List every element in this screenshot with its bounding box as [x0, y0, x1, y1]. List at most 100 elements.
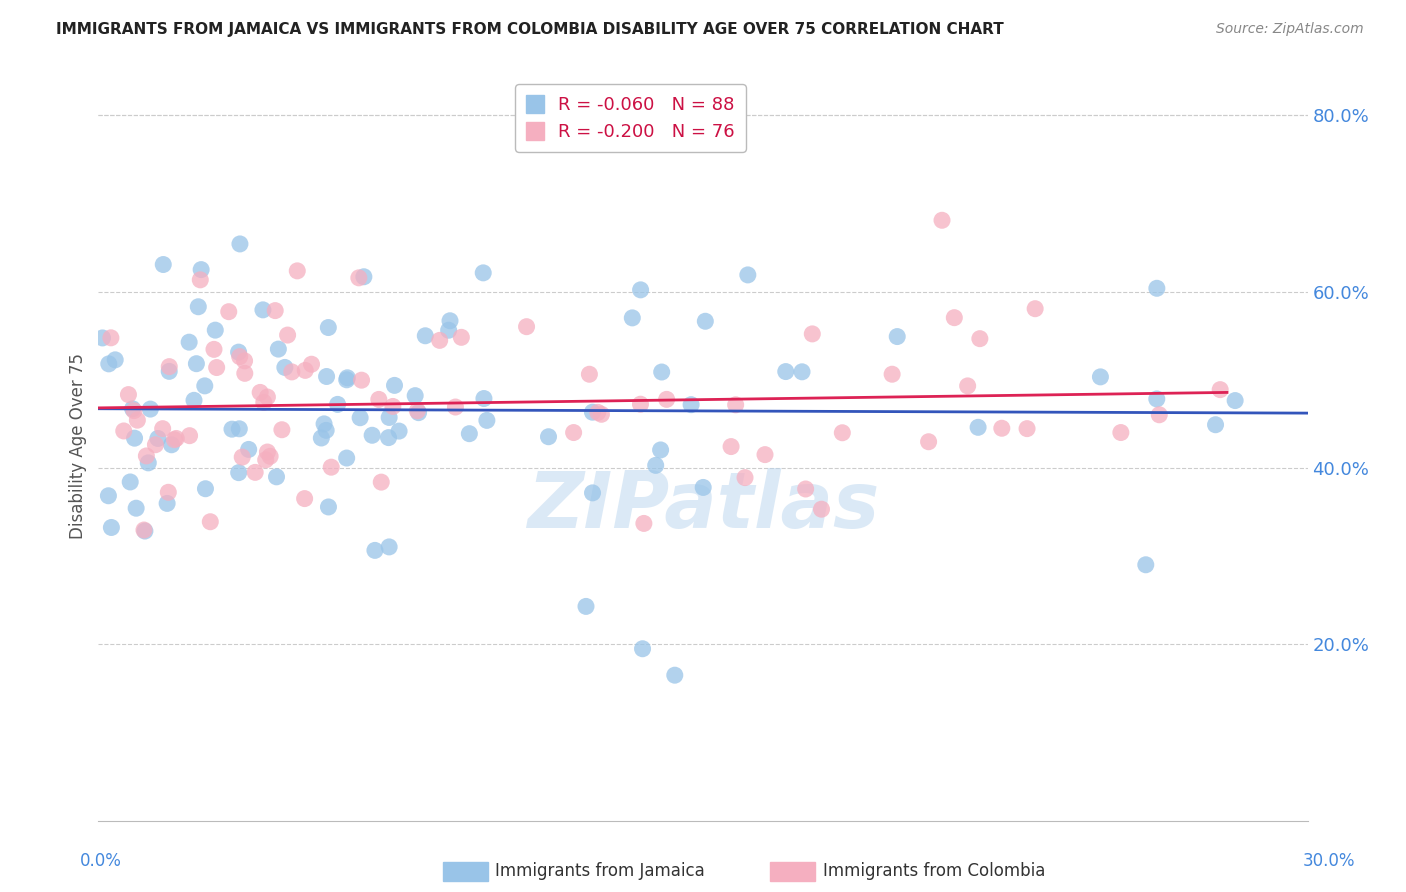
- Point: [644, 458, 666, 473]
- Point: [350, 373, 373, 387]
- Point: [157, 485, 180, 500]
- Point: [734, 470, 756, 484]
- Point: [1090, 370, 1112, 384]
- Point: [336, 371, 359, 385]
- Point: [633, 516, 655, 531]
- Point: [152, 258, 174, 272]
- Point: [243, 466, 266, 480]
- Point: [450, 330, 472, 344]
- Point: [413, 328, 436, 343]
- Point: [146, 432, 169, 446]
- Point: [157, 364, 180, 378]
- Point: [370, 475, 392, 490]
- Point: [100, 520, 122, 534]
- Point: [917, 434, 939, 449]
- Point: [381, 400, 404, 414]
- Point: [367, 392, 389, 407]
- Point: [429, 334, 451, 348]
- Point: [475, 413, 498, 427]
- Point: [228, 422, 250, 436]
- Point: [591, 407, 613, 421]
- Point: [406, 404, 429, 418]
- Point: [249, 385, 271, 400]
- Point: [252, 302, 274, 317]
- Point: [692, 480, 714, 494]
- Legend: R = -0.060   N = 88, R = -0.200   N = 76: R = -0.060 N = 88, R = -0.200 N = 76: [515, 84, 745, 152]
- Point: [472, 266, 495, 280]
- Point: [204, 323, 226, 337]
- Point: [311, 431, 333, 445]
- Point: [664, 668, 686, 682]
- Point: [183, 393, 205, 408]
- Point: [218, 304, 240, 318]
- Point: [681, 398, 703, 412]
- Point: [294, 491, 316, 506]
- Point: [651, 365, 673, 379]
- Text: 30.0%: 30.0%: [1302, 852, 1355, 870]
- Point: [270, 423, 292, 437]
- Point: [326, 397, 349, 411]
- Point: [194, 379, 217, 393]
- Point: [104, 352, 127, 367]
- Point: [163, 433, 186, 447]
- Point: [254, 453, 277, 467]
- Point: [991, 421, 1014, 435]
- Point: [132, 523, 155, 537]
- Point: [264, 303, 287, 318]
- Point: [228, 350, 250, 364]
- Point: [315, 423, 337, 437]
- Point: [136, 456, 159, 470]
- Point: [124, 431, 146, 445]
- Point: [562, 425, 585, 440]
- Point: [437, 323, 460, 337]
- Point: [353, 269, 375, 284]
- Point: [233, 367, 256, 381]
- Point: [285, 264, 308, 278]
- Point: [444, 400, 467, 414]
- Point: [318, 320, 340, 334]
- Point: [969, 332, 991, 346]
- Point: [97, 357, 120, 371]
- Point: [294, 363, 316, 377]
- Point: [1146, 281, 1168, 295]
- Point: [516, 319, 538, 334]
- Point: [695, 314, 717, 328]
- Point: [630, 283, 652, 297]
- Point: [205, 360, 228, 375]
- Point: [186, 357, 208, 371]
- Point: [160, 438, 183, 452]
- Point: [578, 368, 600, 382]
- Point: [267, 342, 290, 356]
- Point: [472, 392, 495, 406]
- Point: [135, 449, 157, 463]
- Point: [200, 515, 222, 529]
- Point: [1109, 425, 1132, 440]
- Point: [121, 401, 143, 416]
- Point: [318, 500, 340, 514]
- Point: [165, 432, 187, 446]
- Point: [228, 466, 250, 480]
- Point: [943, 310, 966, 325]
- Point: [1015, 422, 1038, 436]
- Point: [831, 425, 853, 440]
- Point: [378, 410, 401, 425]
- Point: [112, 424, 135, 438]
- Point: [187, 300, 209, 314]
- Point: [1146, 392, 1168, 406]
- Point: [97, 489, 120, 503]
- Point: [377, 431, 399, 445]
- Point: [274, 360, 297, 375]
- Point: [256, 390, 278, 404]
- Point: [882, 368, 904, 382]
- Point: [737, 268, 759, 282]
- Point: [349, 410, 371, 425]
- Point: [586, 405, 609, 419]
- Point: [361, 428, 384, 442]
- Point: [256, 445, 278, 459]
- Point: [754, 448, 776, 462]
- Point: [1135, 558, 1157, 572]
- Point: [1205, 417, 1227, 432]
- Text: Source: ZipAtlas.com: Source: ZipAtlas.com: [1216, 22, 1364, 37]
- Point: [655, 392, 678, 407]
- Point: [439, 314, 461, 328]
